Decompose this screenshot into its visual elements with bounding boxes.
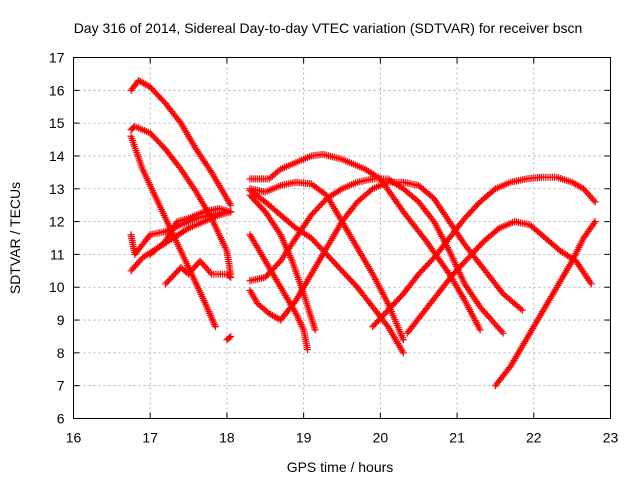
x-tick-label: 18 (219, 430, 235, 446)
data-point (336, 186, 344, 194)
y-tick-label: 6 (57, 411, 65, 427)
data-point (517, 305, 525, 313)
y-tick-label: 9 (57, 312, 65, 328)
y-tick-label: 8 (57, 345, 65, 361)
data-point (183, 225, 191, 233)
data-point (591, 198, 599, 206)
data-point (211, 323, 219, 331)
series-arc-18 (491, 218, 599, 390)
data-point (444, 268, 452, 276)
y-tick-label: 7 (57, 378, 65, 394)
series-arc-12 (246, 191, 319, 334)
y-tick-label: 11 (50, 246, 65, 262)
series-arc-9 (246, 150, 484, 334)
y-tick-labels: 6 7 8 9 10 11 12 13 14 15 16 17 (49, 50, 65, 427)
data-point (518, 306, 526, 314)
plot-frame (73, 57, 611, 419)
x-tick-label: 16 (66, 430, 82, 446)
series-arc-16 (369, 173, 599, 331)
grid (73, 57, 611, 419)
data-point (399, 349, 407, 357)
y-tick-label: 13 (49, 181, 65, 197)
series-arc-17 (403, 218, 595, 337)
x-tick-label: 20 (373, 430, 389, 446)
series-arc-8 (223, 332, 235, 344)
data-point (505, 364, 513, 372)
data-point (311, 326, 319, 334)
data-point (590, 219, 598, 227)
y-axis-label: SDTVAR / TECUs (7, 182, 23, 294)
x-tick-label: 19 (296, 430, 312, 446)
data-marks (127, 76, 599, 390)
data-point (225, 272, 233, 280)
data-point (590, 196, 598, 204)
data-point (499, 329, 507, 337)
data-point (587, 280, 595, 288)
data-point (176, 117, 184, 125)
series-arc-6 (146, 204, 235, 258)
y-tick-label: 17 (49, 50, 65, 66)
chart-title: Day 316 of 2014, Sidereal Day-to-day VTE… (74, 20, 583, 36)
y-tick-label: 10 (49, 279, 65, 295)
x-axis-label: GPS time / hours (287, 459, 394, 475)
data-point (383, 321, 391, 329)
series-arc-2 (127, 122, 235, 278)
data-point (291, 298, 299, 306)
data-point (303, 346, 311, 354)
data-point (227, 332, 235, 340)
data-point (476, 326, 484, 334)
series-arc-1 (127, 76, 235, 209)
data-point (225, 334, 233, 342)
data-point (591, 218, 599, 226)
x-tick-label: 17 (142, 430, 158, 446)
data-point (227, 201, 235, 209)
data-point (275, 166, 283, 174)
x-tick-label: 22 (526, 430, 542, 446)
y-tick-label: 12 (49, 214, 65, 230)
data-point (227, 208, 235, 216)
data-point (206, 268, 214, 276)
x-tick-labels: 16 17 18 19 20 21 22 23 (66, 430, 619, 446)
y-tick-label: 15 (49, 115, 65, 131)
x-tick-label: 23 (603, 430, 619, 446)
data-point (399, 336, 407, 344)
data-point (498, 328, 506, 336)
series-arc-7 (162, 257, 235, 288)
data-point (226, 200, 234, 208)
y-tick-label: 16 (49, 82, 65, 98)
y-tick-label: 14 (49, 148, 65, 164)
x-tick-label: 21 (449, 430, 465, 446)
data-point (227, 273, 235, 281)
